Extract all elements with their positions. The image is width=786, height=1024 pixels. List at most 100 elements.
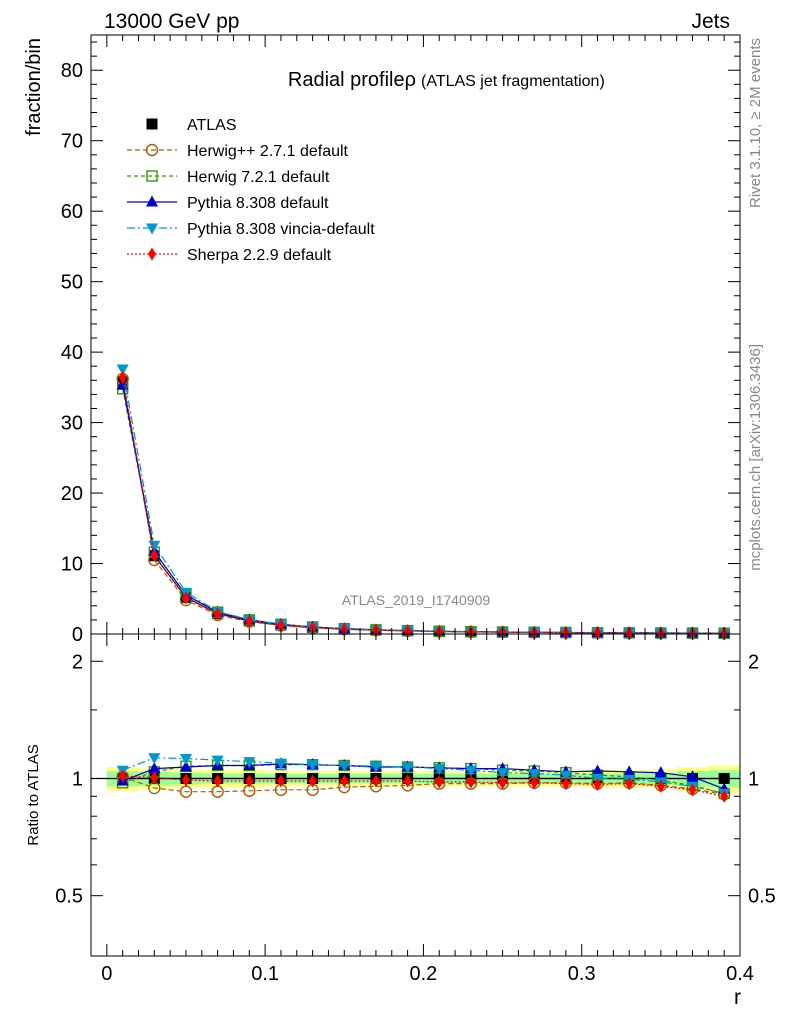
ratio-line-pythia-8-308-default bbox=[122, 763, 725, 790]
legend-entry-atlas: ATLAS bbox=[146, 117, 237, 134]
main-point-sherpa-2-2-9-default bbox=[245, 614, 254, 628]
main-y-tick-label: 70 bbox=[61, 131, 83, 153]
legend-entry-herwig-2-7-1-default: Herwig++ 2.7.1 default bbox=[127, 143, 349, 160]
main-point-sherpa-2-2-9-default bbox=[276, 618, 285, 632]
x-tick-label: 0 bbox=[101, 963, 112, 985]
legend-label: Pythia 8.308 vincia-default bbox=[187, 221, 375, 238]
chart-subtitle: (ATLAS jet fragmentation) bbox=[421, 73, 605, 90]
ratio-point-sherpa-2-2-9-default bbox=[308, 774, 317, 788]
ratio-point-sherpa-2-2-9-default bbox=[688, 783, 697, 797]
ratio-point-pythia-8-308-vincia-default bbox=[211, 755, 224, 767]
ratio-point-pythia-8-308-vincia-default bbox=[369, 761, 382, 773]
ratio-plot-marks bbox=[91, 753, 740, 803]
ratio-point-sherpa-2-2-9-default bbox=[435, 775, 444, 789]
legend-marker bbox=[146, 195, 158, 207]
ratio-point-sherpa-2-2-9-default bbox=[593, 778, 602, 792]
main-y-axis-label: fraction/bin bbox=[23, 38, 45, 136]
ratio-point-sherpa-2-2-9-default bbox=[656, 779, 665, 793]
ratio-panel-frame bbox=[90, 633, 741, 957]
ratio-line-pythia-8-308-vincia-default bbox=[122, 757, 725, 795]
main-y-tick-label: 0 bbox=[72, 624, 83, 646]
ratio-point-pythia-8-308-default bbox=[591, 764, 604, 776]
ratio-point-sherpa-2-2-9-default bbox=[498, 776, 507, 790]
ratio-point-pythia-8-308-vincia-default bbox=[243, 757, 256, 769]
main-point-pythia-8-308-vincia-default bbox=[116, 364, 129, 376]
ratio-point-pythia-8-308-vincia-default bbox=[338, 760, 351, 772]
ratio-y-tick-label-right: 2 bbox=[748, 651, 759, 673]
ratio-point-sherpa-2-2-9-default bbox=[245, 774, 254, 788]
mcplots-credit-label: mcplots.cern.ch [arXiv:1306.3436] bbox=[747, 344, 764, 571]
ratio-point-sherpa-2-2-9-default bbox=[150, 771, 159, 785]
ratio-y-tick-label-right: 0.5 bbox=[748, 886, 776, 908]
legend-marker bbox=[145, 143, 159, 157]
ratio-point-pythia-8-308-vincia-default bbox=[148, 753, 161, 765]
ratio-point-atlas bbox=[718, 772, 730, 784]
ratio-point-sherpa-2-2-9-default bbox=[118, 769, 127, 783]
main-point-sherpa-2-2-9-default bbox=[213, 607, 222, 621]
ratio-point-sherpa-2-2-9-default bbox=[403, 774, 412, 788]
ratio-line-sherpa-2-2-9-default bbox=[122, 775, 725, 797]
main-point-sherpa-2-2-9-default bbox=[150, 548, 159, 562]
ratio-point-pythia-8-308-default bbox=[179, 760, 192, 772]
x-tick-label: 0.2 bbox=[410, 963, 438, 985]
ratio-point-sherpa-2-2-9-default bbox=[466, 775, 475, 789]
ratio-y-tick-label: 0.5 bbox=[55, 886, 83, 908]
main-y-tick-label: 80 bbox=[61, 60, 83, 82]
legend-entry-herwig-7-2-1-default: Herwig 7.2.1 default bbox=[127, 169, 330, 186]
ratio-point-pythia-8-308-default bbox=[686, 770, 699, 782]
ratio-point-pythia-8-308-default bbox=[654, 766, 667, 778]
legend-entry-sherpa-2-2-9-default: Sherpa 2.2.9 default bbox=[127, 247, 332, 264]
x-tick-label: 0.4 bbox=[726, 963, 754, 985]
header-topic-label: Jets bbox=[691, 10, 730, 33]
main-point-sherpa-2-2-9-default bbox=[308, 621, 317, 635]
main-point-sherpa-2-2-9-default bbox=[181, 591, 190, 605]
legend-label: Pythia 8.308 default bbox=[187, 195, 329, 212]
ratio-point-sherpa-2-2-9-default bbox=[720, 789, 729, 803]
ratio-axes: 0.5 0.5 1 1 2 2 0 0.1 0.2 0.3 0.4 bbox=[55, 634, 776, 985]
ratio-y-tick-label: 2 bbox=[72, 651, 83, 673]
ratio-point-sherpa-2-2-9-default bbox=[181, 773, 190, 787]
ratio-panel: 0.5 0.5 1 1 2 2 0 0.1 0.2 0.3 0.4 Ratio to ATLAS r bbox=[25, 633, 776, 1009]
header-energy-label: 13000 GeV pp bbox=[104, 10, 239, 33]
ratio-point-pythia-8-308-vincia-default bbox=[401, 762, 414, 774]
ratio-point-pythia-8-308-vincia-default bbox=[496, 768, 509, 780]
main-y-tick-label: 10 bbox=[61, 554, 83, 576]
ratio-point-sherpa-2-2-9-default bbox=[530, 776, 539, 790]
ratio-point-pythia-8-308-default bbox=[148, 762, 161, 774]
main-point-sherpa-2-2-9-default bbox=[118, 370, 127, 384]
chart-title-text: Radial profile bbox=[288, 69, 405, 91]
ratio-point-sherpa-2-2-9-default bbox=[625, 777, 634, 791]
x-tick-label: 0.1 bbox=[251, 963, 279, 985]
legend-marker bbox=[146, 223, 158, 235]
ratio-point-pythia-8-308-default bbox=[623, 765, 636, 777]
ratio-point-pythia-8-308-vincia-default bbox=[433, 764, 446, 776]
ratio-point-sherpa-2-2-9-default bbox=[276, 774, 285, 788]
legend-marker bbox=[146, 118, 158, 130]
x-tick-label: 0.3 bbox=[568, 963, 596, 985]
ratio-point-pythia-8-308-vincia-default bbox=[559, 770, 572, 782]
main-y-tick-label: 40 bbox=[61, 342, 83, 364]
ratio-series-sherpa-2-2-9-default bbox=[118, 769, 729, 803]
legend-marker bbox=[146, 170, 158, 182]
legend-label: ATLAS bbox=[187, 117, 237, 134]
main-y-tick-label: 20 bbox=[61, 483, 83, 505]
rivet-version-label: Rivet 3.1.10, ≥ 2M events bbox=[747, 38, 764, 208]
main-y-tick-label: 30 bbox=[61, 413, 83, 435]
chart-title-symbol: ρ bbox=[405, 69, 416, 91]
ratio-y-axis-label: Ratio to ATLAS bbox=[25, 744, 42, 845]
ratio-point-sherpa-2-2-9-default bbox=[371, 774, 380, 788]
analysis-watermark: ATLAS_2019_I1740909 bbox=[342, 592, 491, 608]
ratio-point-pythia-8-308-vincia-default bbox=[464, 765, 477, 777]
legend-label: Sherpa 2.2.9 default bbox=[187, 247, 332, 264]
ratio-point-pythia-8-308-vincia-default bbox=[274, 758, 287, 770]
ratio-point-pythia-8-308-vincia-default bbox=[179, 754, 192, 766]
legend-label: Herwig++ 2.7.1 default bbox=[187, 143, 349, 160]
ratio-y-tick-label-right: 1 bbox=[748, 768, 759, 790]
ratio-point-pythia-8-308-vincia-default bbox=[306, 760, 319, 772]
legend-marker bbox=[148, 247, 156, 261]
ratio-y-tick-label: 1 bbox=[72, 768, 83, 790]
legend-entry-pythia-8-308-default: Pythia 8.308 default bbox=[127, 195, 329, 212]
legend-entry-pythia-8-308-vincia-default: Pythia 8.308 vincia-default bbox=[127, 221, 375, 238]
main-axes: 0 10 20 30 40 50 60 70 80 bbox=[61, 35, 741, 646]
